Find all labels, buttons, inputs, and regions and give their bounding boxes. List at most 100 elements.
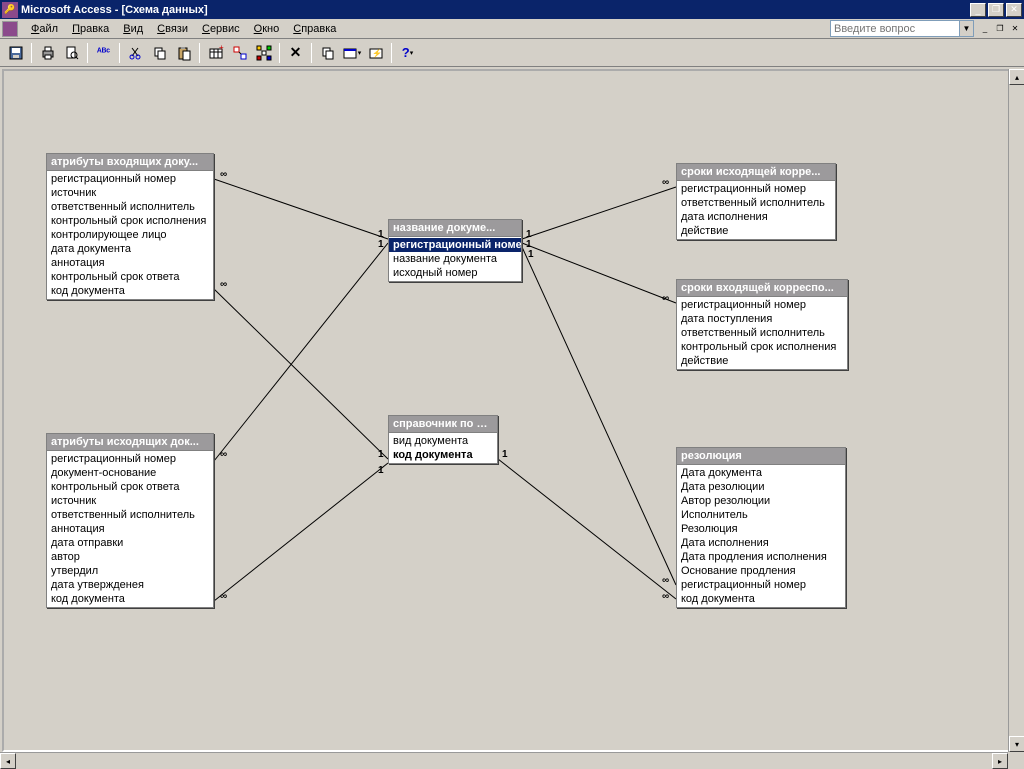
scroll-down-button[interactable]: ▾	[1009, 736, 1024, 752]
table-t1[interactable]: атрибуты входящих доку...регистрационный…	[46, 153, 214, 300]
menu-сервис[interactable]: Сервис	[195, 21, 247, 37]
table-t4[interactable]: справочник по ви...вид документакод доку…	[388, 415, 498, 464]
table-field[interactable]: Резолюция	[677, 522, 845, 536]
scroll-up-button[interactable]: ▴	[1009, 69, 1024, 85]
table-title[interactable]: атрибуты входящих доку...	[47, 154, 213, 171]
table-field[interactable]: аннотация	[47, 256, 213, 270]
table-title[interactable]: атрибуты исходящих док...	[47, 434, 213, 451]
show-table-icon[interactable]: +	[204, 42, 227, 64]
menu-правка[interactable]: Правка	[65, 21, 116, 37]
paste-icon[interactable]	[172, 42, 195, 64]
cut-icon[interactable]	[124, 42, 147, 64]
help-question-input[interactable]	[830, 20, 960, 37]
code-icon[interactable]: ⚡	[364, 42, 387, 64]
print-icon[interactable]	[36, 42, 59, 64]
menu-окно[interactable]: Окно	[247, 21, 287, 37]
table-field[interactable]: исходный номер	[389, 266, 521, 280]
table-field[interactable]: ответственный исполнитель	[47, 508, 213, 522]
menu-вид[interactable]: Вид	[116, 21, 150, 37]
table-field[interactable]: контрольный срок исполнения	[47, 214, 213, 228]
db-window-icon[interactable]: ▾	[340, 42, 363, 64]
cardinality-label: 1	[378, 465, 384, 476]
table-t3[interactable]: название докуме...регистрационный номерн…	[388, 219, 522, 282]
table-field[interactable]: регистрационный номер	[47, 172, 213, 186]
table-field[interactable]: контролирующее лицо	[47, 228, 213, 242]
table-field[interactable]: аннотация	[47, 522, 213, 536]
table-field[interactable]: регистрационный номер	[389, 238, 521, 252]
doc-icon[interactable]	[2, 21, 18, 37]
copy-icon[interactable]	[148, 42, 171, 64]
table-field[interactable]: дата отправки	[47, 536, 213, 550]
table-field[interactable]: действие	[677, 354, 847, 368]
table-t5[interactable]: сроки исходящей корре...регистрационный …	[676, 163, 836, 240]
scroll-right-button[interactable]: ▸	[992, 753, 1008, 769]
table-field[interactable]: ответственный исполнитель	[677, 326, 847, 340]
table-title[interactable]: справочник по ви...	[389, 416, 497, 433]
close-button[interactable]: ✕	[1006, 3, 1022, 17]
table-field[interactable]: название документа	[389, 252, 521, 266]
table-field[interactable]: Автор резолюции	[677, 494, 845, 508]
table-title[interactable]: название докуме...	[389, 220, 521, 237]
table-field[interactable]: ответственный исполнитель	[677, 196, 835, 210]
table-field[interactable]: источник	[47, 494, 213, 508]
table-field[interactable]: контрольный срок исполнения	[677, 340, 847, 354]
spell-icon[interactable]: ᴬᴮᶜ	[92, 42, 115, 64]
table-t2[interactable]: атрибуты исходящих док...регистрационный…	[46, 433, 214, 608]
cardinality-label: ∞	[220, 169, 227, 180]
table-field[interactable]: Основание продления	[677, 564, 845, 578]
relationships-canvas[interactable]: атрибуты входящих доку...регистрационный…	[2, 69, 1010, 752]
restore-button[interactable]: ❐	[988, 3, 1004, 17]
table-field[interactable]: код документа	[677, 592, 845, 606]
table-field[interactable]: ответственный исполнитель	[47, 200, 213, 214]
table-field[interactable]: утвердил	[47, 564, 213, 578]
table-field[interactable]: документ-основание	[47, 466, 213, 480]
table-field[interactable]: дата поступления	[677, 312, 847, 326]
table-field[interactable]: дата документа	[47, 242, 213, 256]
show-direct-icon[interactable]	[228, 42, 251, 64]
table-title[interactable]: сроки исходящей корре...	[677, 164, 835, 181]
table-field[interactable]: дата утвержденея	[47, 578, 213, 592]
vertical-scrollbar[interactable]: ▴ ▾	[1008, 69, 1024, 752]
delete-icon[interactable]: ✕	[284, 42, 307, 64]
mdi-minimize[interactable]: _	[978, 22, 992, 35]
table-t6[interactable]: сроки входящей корреспо...регистрационны…	[676, 279, 848, 370]
table-field[interactable]: регистрационный номер	[677, 578, 845, 592]
mdi-close[interactable]: ✕	[1008, 22, 1022, 35]
table-field[interactable]: контрольный срок ответа	[47, 480, 213, 494]
menu-связи[interactable]: Связи	[150, 21, 195, 37]
table-field[interactable]: контрольный срок ответа	[47, 270, 213, 284]
table-field[interactable]: Исполнитель	[677, 508, 845, 522]
table-field[interactable]: код документа	[389, 448, 497, 462]
minimize-button[interactable]: _	[970, 3, 986, 17]
table-field[interactable]: источник	[47, 186, 213, 200]
cardinality-label: 1	[378, 239, 384, 250]
table-field[interactable]: действие	[677, 224, 835, 238]
help-icon[interactable]: ?▾	[396, 42, 419, 64]
table-field[interactable]: код документа	[47, 592, 213, 606]
mdi-restore[interactable]: ❐	[993, 22, 1007, 35]
table-title[interactable]: резолюция	[677, 448, 845, 465]
save-icon[interactable]	[4, 42, 27, 64]
preview-icon[interactable]	[60, 42, 83, 64]
table-field[interactable]: код документа	[47, 284, 213, 298]
table-title[interactable]: сроки входящей корреспо...	[677, 280, 847, 297]
scroll-left-button[interactable]: ◂	[0, 753, 16, 769]
table-field[interactable]: регистрационный номер	[677, 182, 835, 196]
question-dropdown[interactable]: ▼	[960, 20, 974, 37]
svg-text:+: +	[219, 45, 224, 52]
table-t7[interactable]: резолюцияДата документаДата резолюцииАвт…	[676, 447, 846, 608]
table-field[interactable]: регистрационный номер	[47, 452, 213, 466]
show-all-icon[interactable]	[252, 42, 275, 64]
table-field[interactable]: регистрационный номер	[677, 298, 847, 312]
table-field[interactable]: дата исполнения	[677, 210, 835, 224]
table-field[interactable]: Дата исполнения	[677, 536, 845, 550]
table-field[interactable]: Дата документа	[677, 466, 845, 480]
table-field[interactable]: Дата продления исполнения	[677, 550, 845, 564]
table-field[interactable]: автор	[47, 550, 213, 564]
menu-файл[interactable]: Файл	[24, 21, 65, 37]
new-object-icon[interactable]	[316, 42, 339, 64]
table-field[interactable]: Дата резолюции	[677, 480, 845, 494]
table-field[interactable]: вид документа	[389, 434, 497, 448]
horizontal-scrollbar[interactable]: ◂ ▸	[0, 752, 1008, 768]
menu-справка[interactable]: Справка	[286, 21, 343, 37]
